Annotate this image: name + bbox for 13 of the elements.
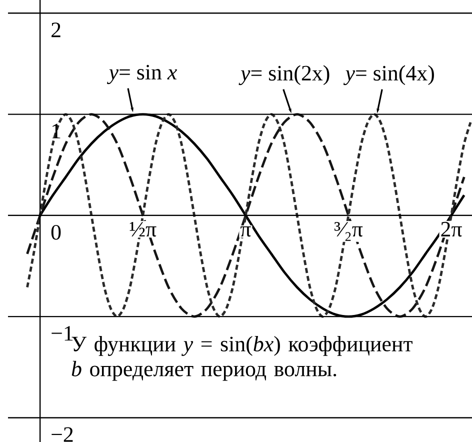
annotation: y= sin(2x) — [238, 65, 330, 86]
y-tick-label: −2 — [52, 427, 73, 442]
x-tick-label: π — [240, 226, 251, 237]
x-tick-label: ½π — [130, 222, 156, 237]
y-tick-label: −1 — [52, 326, 73, 341]
y-tick-label: 2 — [52, 22, 60, 38]
y-tick-label: 1 — [52, 124, 60, 138]
y-tick-label: 0 — [51, 224, 61, 240]
annotation: y= sin(4x) — [343, 65, 434, 86]
x-tick-label: 2π — [441, 222, 462, 237]
x-tick-label: ³⁄₂π — [334, 222, 363, 241]
annotation: y= sin x — [106, 64, 178, 84]
text: У функции y = sin(bx) коэффициент b определяет период волны. — [72, 336, 412, 381]
